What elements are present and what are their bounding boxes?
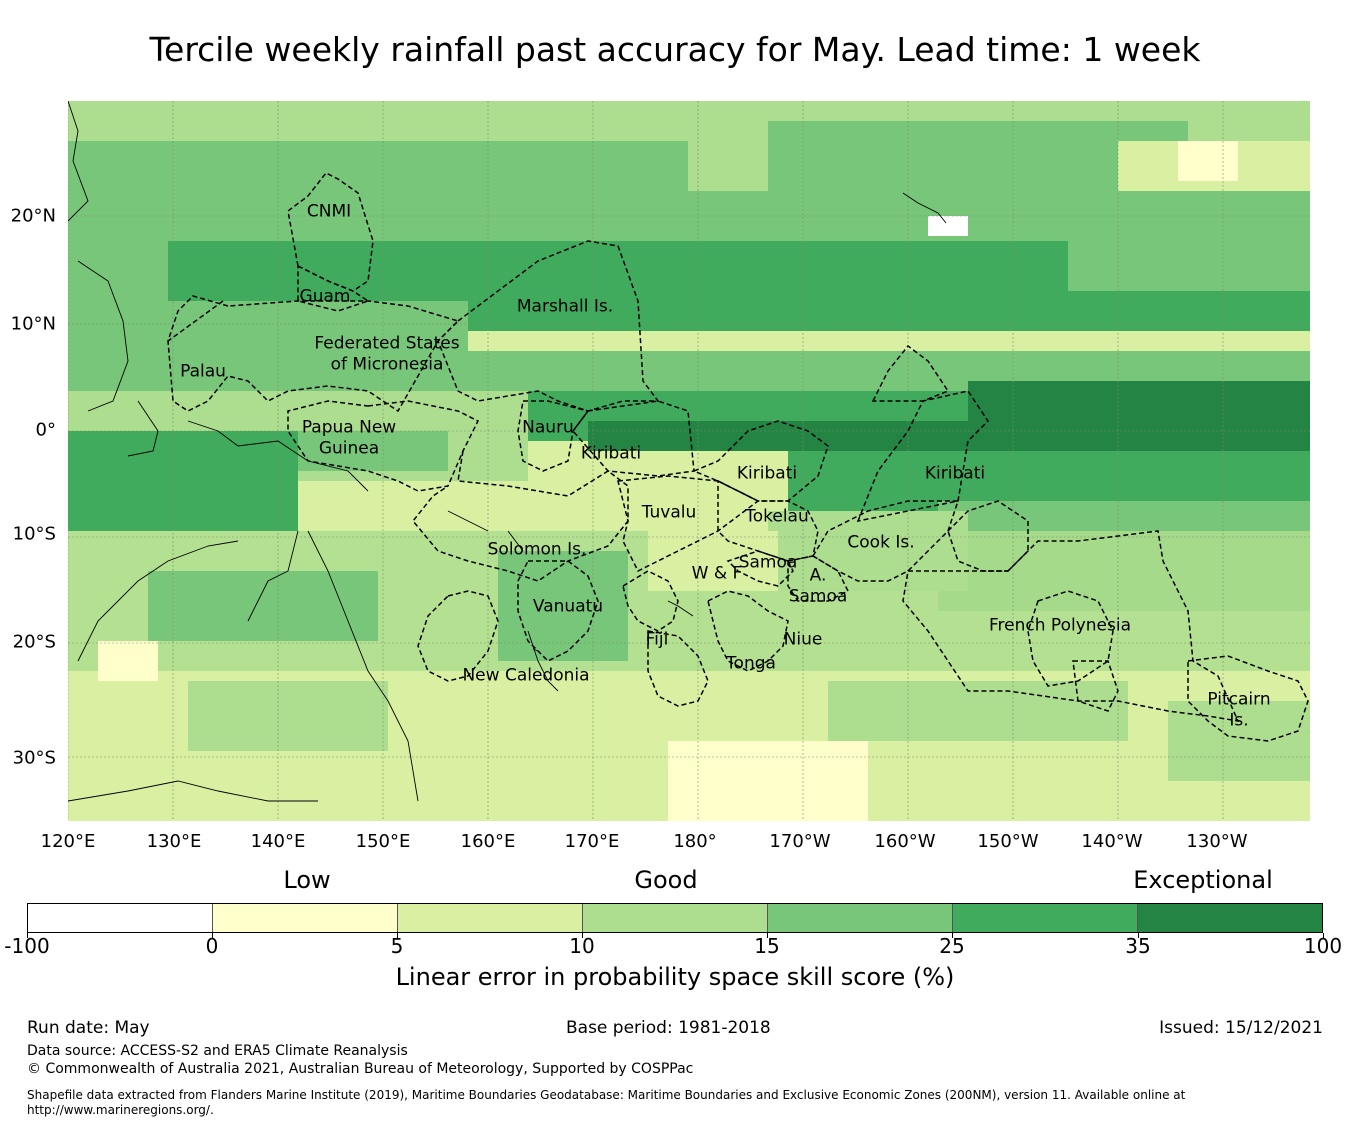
coastlines [68, 101, 947, 802]
issued-date: Issued: 15/12/2021 [1159, 1018, 1323, 1038]
colorbar-segment [1138, 904, 1322, 932]
region-label-niue: Niue [783, 629, 823, 650]
region-label-fiji: Fiji [645, 629, 669, 650]
lat-label: 20°N [10, 205, 56, 227]
shapefile-credit: Shapefile data extracted from Flanders M… [27, 1088, 1317, 1118]
lat-label: 0° [35, 419, 56, 441]
region-label-guam: Guam [299, 286, 351, 307]
lon-label: 140°E [250, 831, 306, 852]
colorbar-tick-label: -100 [4, 934, 50, 958]
colorbar-tickmark [212, 933, 213, 938]
copyright: © Commonwealth of Australia 2021, Austra… [27, 1061, 694, 1077]
colorbar-tick-label: 10 [569, 934, 595, 958]
map-title: Tercile weekly rainfall past accuracy fo… [149, 30, 1201, 69]
colorbar-tick-label: 0 [205, 934, 219, 958]
category-label: Good [634, 866, 698, 894]
region-label-nauru: Nauru [522, 417, 574, 438]
region-label-kiribati-w: Kiribati [580, 443, 642, 464]
colorbar-tickmark [952, 933, 953, 938]
lon-label: 130°W [1186, 831, 1248, 852]
region-label-cook: Cook Is. [847, 532, 915, 553]
region-label-fsm2: of Micronesia [330, 354, 444, 375]
lon-label: 150°E [355, 831, 411, 852]
region-label-solomon: Solomon Is. [487, 539, 587, 560]
map-panel [68, 101, 1310, 821]
region-label-vanuatu: Vanuatu [532, 596, 604, 617]
run-date: Run date: May [27, 1018, 150, 1038]
colorbar-tickmark [582, 933, 583, 938]
skill-score-map [68, 101, 1310, 821]
region-label-cnmi: CNMI [306, 201, 352, 222]
skill-field [68, 101, 1310, 821]
colorbar [27, 903, 1323, 933]
region-label-asamoa2: Samoa [788, 586, 848, 607]
colorbar-tickmark [27, 933, 28, 938]
colorbar-segment [583, 904, 768, 932]
region-label-pitcairn2: Is. [1229, 710, 1249, 731]
colorbar-tickmark [397, 933, 398, 938]
base-period: Base period: 1981-2018 [566, 1018, 771, 1038]
colorbar-segment [398, 904, 583, 932]
region-label-asamoa1: A. [809, 565, 827, 586]
data-source: Data source: ACCESS-S2 and ERA5 Climate … [27, 1043, 408, 1059]
category-label: Low [283, 866, 331, 894]
lat-label: 10°N [10, 313, 56, 335]
colorbar-tick-label: 100 [1303, 934, 1343, 958]
colorbar-label: Linear error in probability space skill … [395, 963, 955, 991]
region-label-fsm1: Federated States [314, 333, 460, 354]
lon-label: 140°W [1081, 831, 1143, 852]
lon-label: 120°E [40, 831, 96, 852]
colorbar-tickmark [1138, 933, 1139, 938]
colorbar-segment [213, 904, 398, 932]
shapefile-credit-line2: http://www.marineregions.org/. [27, 1103, 214, 1117]
region-label-png1: Papua New [301, 417, 397, 438]
region-label-tuvalu: Tuvalu [641, 502, 697, 523]
lon-label: 180° [673, 831, 717, 852]
region-label-marshall: Marshall Is. [516, 296, 614, 317]
colorbar-tick-label: 35 [1125, 934, 1151, 958]
lon-label: 170°E [564, 831, 620, 852]
region-label-kiribati-c: Kiribati [736, 463, 798, 484]
lat-label: 10°S [12, 523, 56, 545]
lat-label: 20°S [12, 631, 56, 653]
colorbar-segment [28, 904, 213, 932]
lon-label: 160°W [874, 831, 936, 852]
region-label-tokelau: Tokelau [745, 506, 809, 527]
shapefile-credit-line1: Shapefile data extracted from Flanders M… [27, 1088, 1186, 1102]
colorbar-tick-label: 25 [939, 934, 965, 958]
region-label-png2: Guinea [318, 438, 380, 459]
lat-label: 30°S [12, 747, 56, 769]
category-label: Exceptional [1133, 866, 1273, 894]
region-label-fp: French Polynesia [989, 615, 1131, 636]
region-label-samoa: Samoa [738, 552, 798, 573]
region-label-palau: Palau [180, 361, 226, 382]
colorbar-segment [953, 904, 1138, 932]
lon-label: 160°E [460, 831, 516, 852]
colorbar-tickmark [1323, 933, 1324, 938]
colorbar-tick-label: 15 [754, 934, 780, 958]
region-label-pitcairn1: Pitcairn [1207, 689, 1271, 710]
colorbar-segment [768, 904, 953, 932]
region-label-wf: W & F [691, 563, 743, 584]
colorbar-tick-label: 5 [390, 934, 404, 958]
eez-boundaries [167, 172, 1309, 742]
colorbar-tickmark [767, 933, 768, 938]
region-label-kiribati-e: Kiribati [924, 463, 986, 484]
region-label-tonga: Tonga [726, 653, 776, 674]
lon-label: 130°E [146, 831, 202, 852]
region-label-newcal: New Caledonia [462, 665, 590, 686]
lon-label: 170°W [769, 831, 831, 852]
lon-label: 150°W [977, 831, 1039, 852]
